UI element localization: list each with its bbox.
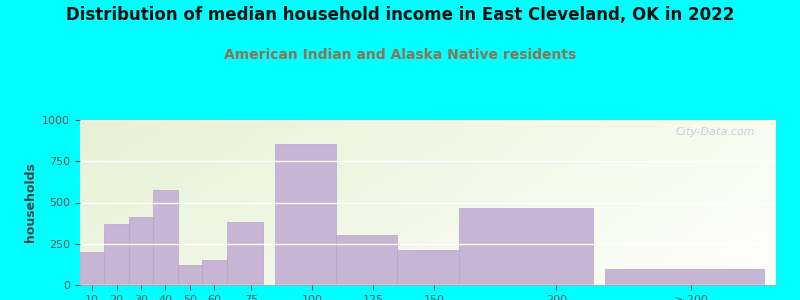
- Text: American Indian and Alaska Native residents: American Indian and Alaska Native reside…: [224, 48, 576, 62]
- Y-axis label: households: households: [24, 163, 37, 242]
- Bar: [154, 190, 178, 285]
- Text: Distribution of median household income in East Cleveland, OK in 2022: Distribution of median household income …: [66, 6, 734, 24]
- Bar: [458, 208, 593, 285]
- Bar: [129, 217, 154, 285]
- Bar: [398, 250, 458, 285]
- Bar: [605, 268, 764, 285]
- Bar: [337, 235, 398, 285]
- Bar: [178, 265, 202, 285]
- Text: City-Data.com: City-Data.com: [676, 127, 755, 136]
- Bar: [202, 260, 226, 285]
- Bar: [226, 222, 263, 285]
- Bar: [80, 252, 105, 285]
- Bar: [275, 144, 337, 285]
- Bar: [105, 224, 129, 285]
